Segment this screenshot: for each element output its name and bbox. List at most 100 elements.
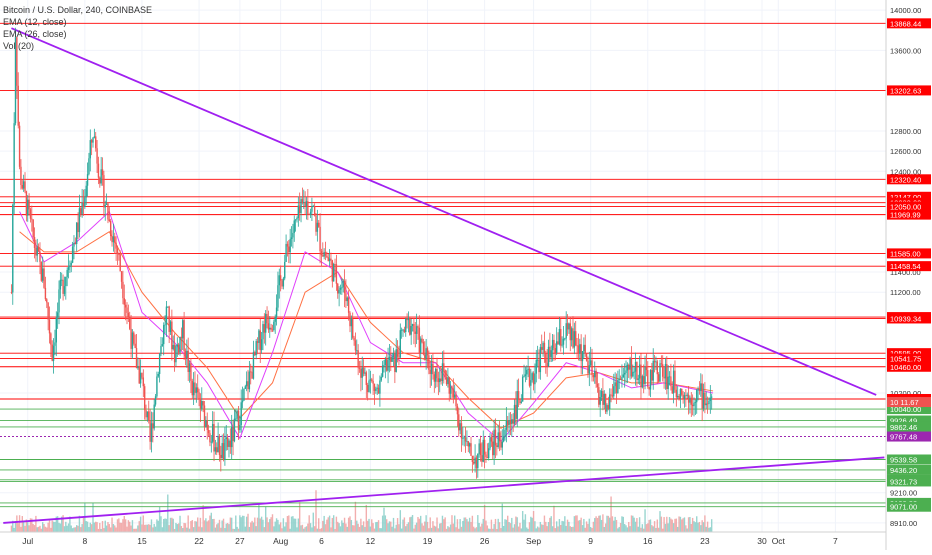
price-level-badge[interactable] [887,209,931,220]
volume-bar [384,515,387,532]
price-level-badge[interactable] [887,415,931,426]
volume-bar [301,524,304,532]
candle-body [380,376,382,381]
legend-ema-12[interactable]: EMA (12, close) [3,17,67,27]
candle-body [700,383,702,391]
volume-bar [330,527,332,532]
candle-body [294,219,297,221]
current-price-badge[interactable] [887,397,931,408]
price-level-badge[interactable] [887,18,931,29]
candle-body [638,364,641,379]
candle-body [644,366,646,385]
volume-bar [54,522,56,532]
volume-bar [409,517,411,532]
volume-bar [460,526,463,532]
volume-bar [387,523,389,532]
volume-bar [324,524,327,532]
volume-bar [243,515,245,532]
volume-bar [335,516,338,532]
trendline[interactable] [11,27,877,396]
candle-body [51,344,53,361]
candle-body [197,387,199,393]
volume-bar [398,524,400,532]
candle-body [163,325,165,345]
candle-body [86,174,89,186]
price-level-badge[interactable] [887,454,931,465]
candle-body [71,246,74,263]
candle-body [562,338,565,345]
candle-body [486,457,489,459]
price-level-badge[interactable] [887,501,931,512]
volume-bar [641,524,644,532]
time-axis[interactable]: Jul 8 15 22 27 Aug 6 12 19 26 Sep 9 16 23 30 Oct 7 [0,531,886,546]
candle-body [613,386,615,397]
volume-bar [232,528,234,532]
trendline[interactable] [3,456,885,524]
price-level-badge[interactable] [887,353,931,364]
price-level-badge[interactable] [887,174,931,185]
volume-bar [103,528,105,532]
price-level-badge[interactable] [887,191,931,202]
volume-bar [230,517,233,532]
candle-body [120,271,123,282]
price-level-label: 11969.99 [890,211,921,220]
price-axis[interactable]: 14000.00 13600.00 12800.00 12600.00 12400.00… [885,0,932,550]
legend-symbol[interactable]: Bitcoin / U.S. Dollar, 240, COINBASE [3,5,153,15]
candle-body [500,441,502,448]
candle-body [360,368,362,378]
volume-bar [671,519,673,532]
volume-bar [74,527,77,532]
candle-body [689,397,691,403]
candle-body [708,400,710,405]
volume-bar [47,522,49,532]
volume-bar [20,526,22,532]
candle-body [579,344,581,354]
price-level-badge[interactable] [887,85,931,96]
price-level-badge[interactable] [887,476,931,487]
volume-bar [133,528,135,532]
volume-bar [153,523,155,532]
candle-body [376,387,378,389]
price-level-badge[interactable] [887,261,931,272]
candle-body [92,137,94,143]
candle-body [441,363,444,382]
candle-body [36,247,38,256]
candle-body [436,368,438,379]
candle-body [545,353,547,363]
candle-body [29,209,32,219]
legend-volume[interactable]: Vol (20) [3,41,35,51]
volume-bar [107,522,109,532]
price-level-badge[interactable] [887,248,931,259]
volume-bar [682,518,684,532]
candle-body [508,420,510,425]
candle-body [403,329,406,333]
volume-bar [14,521,17,532]
candle-body [538,359,540,373]
price-level-badge[interactable] [887,421,931,432]
volume-bar [290,516,293,532]
price-level-badge[interactable] [887,431,931,442]
candle-body [405,318,407,333]
time-tick-label: Sep [526,536,541,546]
volume-bar [275,518,278,532]
volume-bar [585,521,588,532]
price-level-badge[interactable] [887,348,931,359]
candle-body [50,333,52,345]
price-level-badge[interactable] [887,201,931,212]
price-level-badge[interactable] [887,361,931,372]
volume-bar [555,521,558,532]
candle-body [448,377,450,394]
candle-body [62,279,64,294]
price-level-badge[interactable] [887,313,931,324]
volume-bar [24,525,26,532]
price-level-badge[interactable] [887,404,931,415]
candle-body [517,391,520,400]
candle-body [66,269,68,277]
volume-bar [158,506,161,532]
legend-ema-26[interactable]: EMA (26, close) [3,29,67,39]
candle-body [95,136,97,149]
candle-body [239,424,241,431]
candle-body [331,260,334,282]
price-level-badge[interactable] [887,464,931,475]
